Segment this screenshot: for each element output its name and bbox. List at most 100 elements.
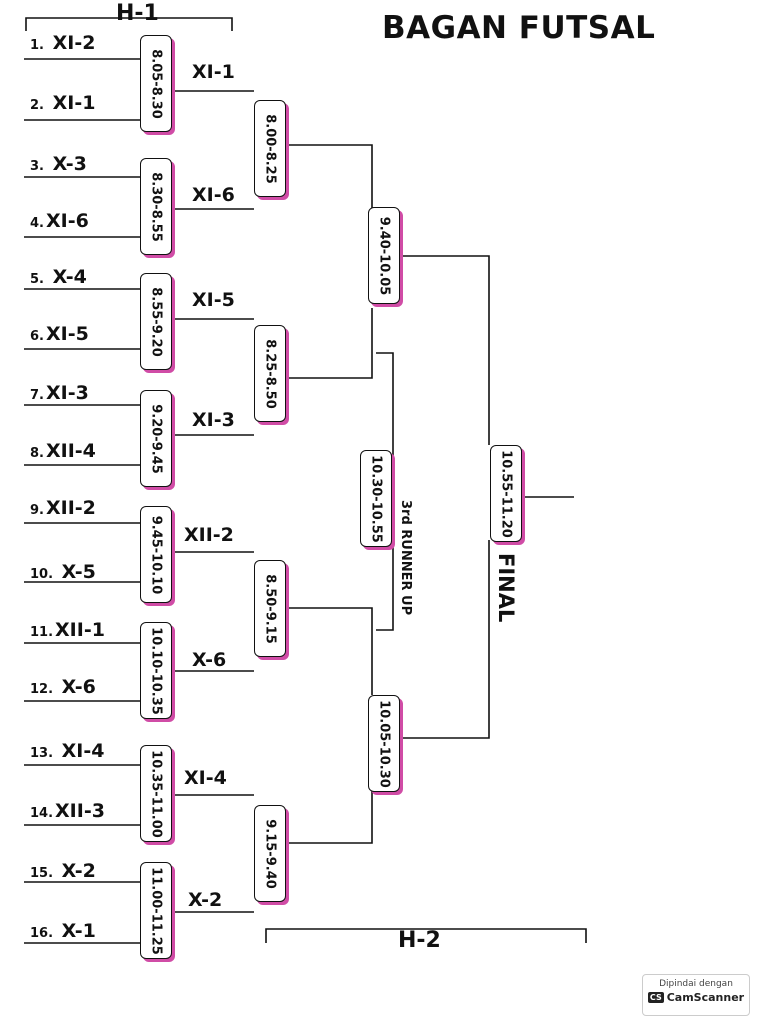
r1-line — [24, 881, 140, 944]
team-name: X-6 — [61, 676, 96, 698]
r2-connector — [172, 551, 254, 672]
match-time: 8.55-9.20 — [148, 286, 164, 357]
round1-winner: XII-2 — [184, 524, 234, 546]
final-label: FINAL — [494, 553, 518, 623]
r1-line — [24, 642, 140, 702]
match-time: 9.45-10.10 — [148, 515, 164, 594]
team-number: 10. — [30, 567, 54, 582]
match-slot-round1: 8.05-8.30 — [140, 35, 172, 132]
team-number: 9. — [30, 503, 44, 518]
match-slot-round1: 11.00-11.25 — [140, 862, 172, 959]
team-entry: 9. XII-2 — [30, 497, 96, 522]
team-name: X-3 — [52, 153, 87, 175]
team-number: 3. — [30, 159, 44, 174]
match-slot-round2: 8.25-8.50 — [254, 325, 286, 422]
round1-winner: X-6 — [192, 649, 227, 671]
team-entry: 8. XII-4 — [30, 440, 96, 465]
r2-connector — [172, 318, 254, 436]
match-time: 8.05-8.30 — [148, 48, 164, 119]
team-entry: 1. XI-2 — [30, 32, 95, 57]
team-name: X-5 — [61, 561, 96, 583]
team-number: 16. — [30, 926, 54, 941]
team-name: XI-6 — [45, 210, 89, 232]
camscanner-badge: Dipindai dengan CS CamScanner — [642, 974, 750, 1016]
team-entry: 12. X-6 — [30, 676, 96, 701]
team-name: XI-2 — [52, 32, 96, 54]
match-slot-round1: 8.30-8.55 — [140, 158, 172, 255]
match-time: 9.40-10.05 — [376, 216, 392, 295]
r1-line — [24, 522, 140, 583]
badge-brand: CS CamScanner — [643, 991, 749, 1004]
match-time: 10.35-11.00 — [148, 749, 164, 838]
team-name: XII-1 — [55, 619, 105, 641]
team-name: XI-5 — [45, 323, 89, 345]
day2-marker — [265, 928, 587, 943]
match-slot-semifinal: 10.05-10.30 — [368, 695, 400, 792]
match-slot-round1: 9.45-10.10 — [140, 506, 172, 603]
match-time: 8.50-9.15 — [262, 573, 278, 644]
round1-winner: XI-6 — [192, 184, 235, 206]
team-entry: 2. XI-1 — [30, 92, 95, 117]
match-slot-round2: 9.15-9.40 — [254, 805, 286, 902]
match-slot-round1: 10.35-11.00 — [140, 745, 172, 842]
team-entry: 16. X-1 — [30, 920, 96, 945]
team-entry: 7. XI-3 — [30, 382, 89, 407]
match-time: 10.30-10.55 — [368, 454, 384, 543]
team-entry: 14. XII-3 — [30, 800, 105, 825]
final-connector — [400, 540, 490, 739]
team-name: X-2 — [61, 860, 96, 882]
round1-winner: XI-1 — [192, 61, 235, 83]
team-entry: 4. XI-6 — [30, 210, 89, 235]
match-time: 10.55-11.20 — [498, 449, 514, 538]
semi-connector — [286, 607, 373, 695]
team-name: XII-4 — [45, 440, 96, 462]
match-slot-semifinal: 9.40-10.05 — [368, 207, 400, 304]
team-entry: 15. X-2 — [30, 860, 96, 885]
team-number: 6. — [30, 329, 44, 344]
r1-line — [24, 288, 140, 350]
team-number: 14. — [30, 806, 54, 821]
r2-connector — [172, 90, 254, 210]
third-connector — [376, 352, 394, 631]
round1-winner: X-2 — [188, 889, 223, 911]
team-number: 11. — [30, 625, 54, 640]
team-entry: 3. X-3 — [30, 153, 87, 178]
final-connector — [400, 255, 490, 445]
team-entry: 13. XI-4 — [30, 740, 104, 765]
team-name: X-1 — [61, 920, 96, 942]
team-number: 8. — [30, 446, 44, 461]
camscanner-logo-icon: CS — [647, 992, 664, 1003]
team-entry: 11. XII-1 — [30, 619, 105, 644]
team-number: 15. — [30, 866, 54, 881]
day2-label: H-2 — [398, 928, 441, 953]
match-time: 8.00-8.25 — [262, 113, 278, 184]
team-entry: 5. X-4 — [30, 266, 87, 291]
round1-winner: XI-5 — [192, 289, 235, 311]
team-number: 7. — [30, 388, 44, 403]
match-slot-final: 10.55-11.20 — [490, 445, 522, 542]
day1-label: H-1 — [116, 1, 159, 26]
match-time: 10.05-10.30 — [376, 699, 392, 788]
team-name: XI-3 — [45, 382, 89, 404]
r1-line — [24, 176, 140, 238]
r1-line — [24, 764, 140, 826]
r2-connector — [172, 794, 254, 913]
team-name: XII-2 — [45, 497, 96, 519]
match-time: 9.15-9.40 — [262, 818, 278, 889]
match-time: 9.20-9.45 — [148, 403, 164, 474]
semi-connector — [286, 308, 373, 379]
team-name: XII-3 — [55, 800, 105, 822]
day1-marker — [25, 17, 233, 31]
team-number: 5. — [30, 272, 44, 287]
match-time: 8.30-8.55 — [148, 171, 164, 242]
match-slot-third-place: 10.30-10.55 — [360, 450, 392, 547]
r1-line — [24, 58, 140, 121]
semi-connector — [286, 144, 373, 210]
round1-winner: XI-3 — [192, 409, 235, 431]
team-entry: 10. X-5 — [30, 561, 96, 586]
match-time: 8.25-8.50 — [262, 338, 278, 409]
badge-caption: Dipindai dengan — [659, 979, 733, 989]
match-time: 11.00-11.25 — [148, 866, 164, 955]
third-place-label: 3rd RUNNER UP — [398, 500, 413, 616]
